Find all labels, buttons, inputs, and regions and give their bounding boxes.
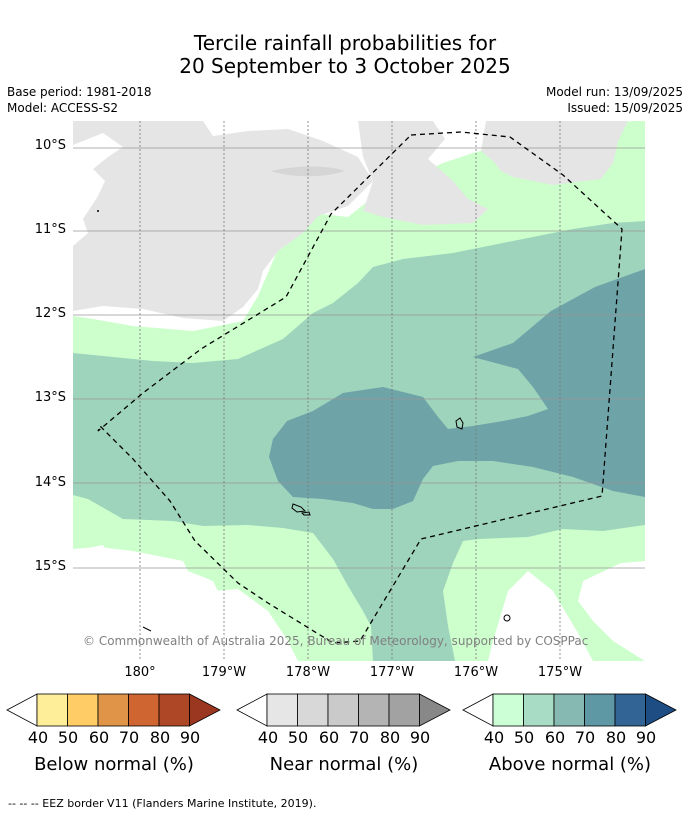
- lon-label-175w: 175°W: [537, 665, 583, 680]
- island-small-south: [503, 614, 511, 622]
- below-tick-60: 60: [88, 728, 110, 747]
- legend-below-title: Below normal (%): [34, 754, 194, 775]
- lon-label-180: 180°: [124, 665, 156, 680]
- island-futuna: [291, 503, 307, 513]
- map-title-line2: 20 September to 3 October 2025: [179, 54, 511, 78]
- above-swatch-60: [553, 693, 585, 727]
- colorbar-above: [462, 693, 677, 727]
- white-patch-southwest: [73, 545, 173, 661]
- lon-label-178w: 178°W: [285, 665, 331, 680]
- eez-border-line: [97, 131, 623, 644]
- no-signal-region-north: [358, 121, 488, 225]
- below-extend-low: [6, 693, 38, 727]
- lon-label-176w: 176°W: [453, 665, 499, 680]
- model-run-text: Model run: 13/09/2025: [545, 85, 683, 99]
- below-tick-50: 50: [57, 728, 79, 747]
- white-patch-southeast: [578, 561, 645, 661]
- near-extend-high: [419, 693, 451, 727]
- near-swatch-40: [266, 693, 298, 727]
- above-extend-low: [462, 693, 494, 727]
- colorbar-below: [6, 693, 221, 727]
- near-swatch-80: [388, 693, 420, 727]
- below-extend-high: [189, 693, 221, 727]
- below-tick-70: 70: [118, 728, 140, 747]
- below-swatch-60: [97, 693, 129, 727]
- near-tick-70: 70: [348, 728, 370, 747]
- legend-above-title: Above normal (%): [488, 754, 652, 775]
- near-tick-50: 50: [287, 728, 309, 747]
- above-tick-50: 50: [513, 728, 535, 747]
- above-tick-80: 80: [605, 728, 627, 747]
- map-title-line1: Tercile rainfall probabilities for: [193, 31, 497, 55]
- above-tick-60: 60: [544, 728, 566, 747]
- near-swatch-60: [327, 693, 359, 727]
- legend-above-normal: [462, 693, 678, 731]
- copyright-notice: © Commonwealth of Australia 2025, Bureau…: [83, 634, 588, 648]
- below-tick-90: 90: [179, 728, 201, 747]
- white-patch-south: [213, 589, 298, 661]
- issued-text: Issued: 15/09/2025: [567, 101, 683, 115]
- above-swatch-40: [492, 693, 524, 727]
- eez-border-footnote: -- -- -- EEZ border V11 (Flanders Marine…: [8, 797, 317, 810]
- above-swatch-50: [523, 693, 555, 727]
- above-tick-90: 90: [635, 728, 657, 747]
- lat-label-15s: 15°S: [34, 559, 66, 574]
- legend-below-normal: [6, 693, 222, 731]
- below-swatch-70: [128, 693, 160, 727]
- lat-label-13s: 13°S: [34, 390, 66, 405]
- above-tick-40: 40: [483, 728, 505, 747]
- base-period-text: Base period: 1981-2018: [7, 85, 152, 99]
- lon-label-179w: 179°W: [201, 665, 247, 680]
- above-swatch-70: [584, 693, 616, 727]
- map-canvas: © Commonwealth of Australia 2025, Bureau…: [73, 121, 645, 661]
- below-swatch-80: [158, 693, 190, 727]
- lat-label-11s: 11°S: [34, 222, 66, 237]
- below-swatch-50: [67, 693, 99, 727]
- no-signal-streak: [271, 166, 345, 177]
- above-extend-high: [645, 693, 677, 727]
- island-alofi: [300, 511, 311, 516]
- model-text: Model: ACCESS-S2: [7, 101, 119, 115]
- near-tick-60: 60: [318, 728, 340, 747]
- lat-label-12s: 12°S: [34, 306, 66, 321]
- legend-near-normal: [236, 693, 452, 731]
- above-tick-70: 70: [574, 728, 596, 747]
- above-swatch-80: [614, 693, 646, 727]
- no-signal-region-northeast: [481, 121, 628, 185]
- island-west-tick: [142, 626, 152, 632]
- lat-label-10s: 10°S: [34, 138, 66, 153]
- below-tick-40: 40: [27, 728, 49, 747]
- colorbar-near: [236, 693, 451, 727]
- lat-label-14s: 14°S: [34, 475, 66, 490]
- near-tick-80: 80: [379, 728, 401, 747]
- lon-label-177w: 177°W: [369, 665, 415, 680]
- near-swatch-50: [297, 693, 329, 727]
- near-tick-90: 90: [409, 728, 431, 747]
- legend-near-title: Near normal (%): [269, 754, 419, 775]
- forecast-map: © Commonwealth of Australia 2025, Bureau…: [73, 121, 645, 661]
- near-tick-40: 40: [257, 728, 279, 747]
- above-normal-70-region: [269, 269, 645, 509]
- near-extend-low: [236, 693, 268, 727]
- near-swatch-70: [358, 693, 390, 727]
- below-tick-80: 80: [149, 728, 171, 747]
- island-dot: [97, 210, 99, 212]
- island-wallis: [455, 417, 464, 430]
- below-swatch-40: [36, 693, 68, 727]
